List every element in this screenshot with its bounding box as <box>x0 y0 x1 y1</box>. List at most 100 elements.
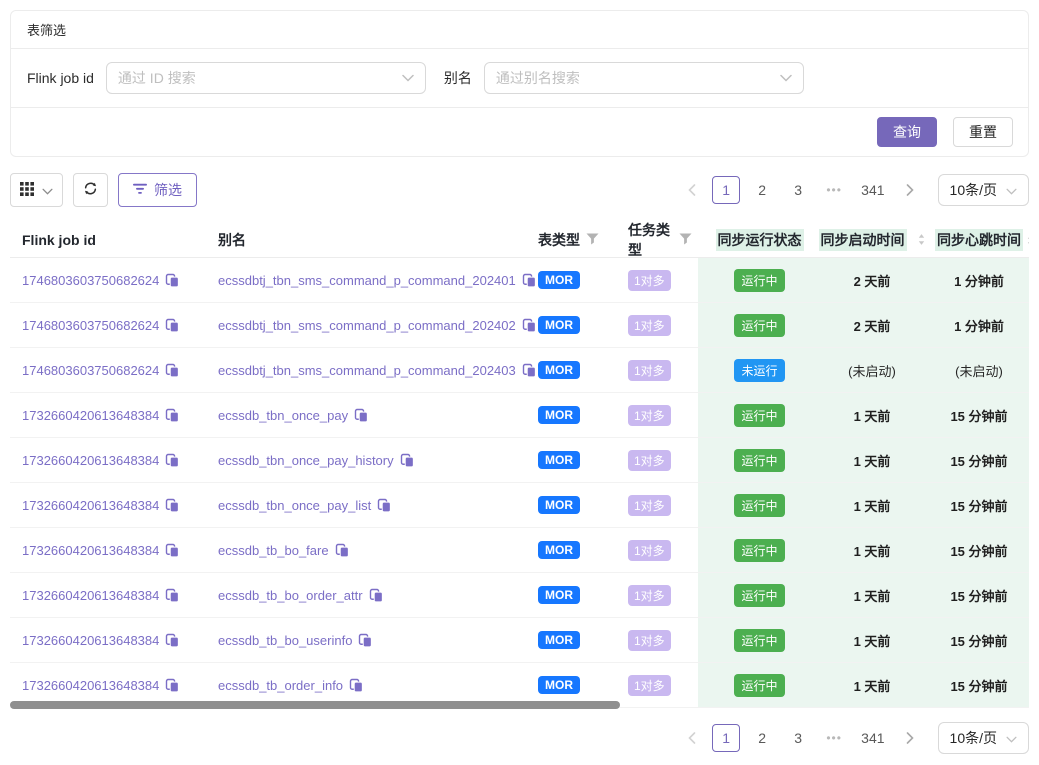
sync-status-cell: 运行中 <box>698 618 815 662</box>
sync-status-cell: 运行中 <box>698 663 815 707</box>
copy-icon[interactable] <box>165 363 180 378</box>
copy-icon[interactable] <box>165 273 180 288</box>
copy-icon[interactable] <box>358 633 373 648</box>
start-time-value: 1 天前 <box>853 453 891 469</box>
page-button-1[interactable]: 1 <box>712 724 741 752</box>
page-button-3[interactable]: 3 <box>794 182 803 198</box>
alias-input[interactable] <box>495 70 780 86</box>
flink-job-id-link[interactable]: 1746803603750682624 <box>22 272 160 288</box>
page-button-2[interactable]: 2 <box>758 730 767 746</box>
flink-job-id-link[interactable]: 1732660420613648384 <box>22 677 160 693</box>
query-button[interactable]: 查询 <box>877 117 937 147</box>
copy-icon[interactable] <box>349 678 364 693</box>
flink-job-id-link[interactable]: 1732660420613648384 <box>22 632 160 648</box>
next-page-icon[interactable] <box>898 724 922 752</box>
copy-icon[interactable] <box>377 498 392 513</box>
flink-job-id-link[interactable]: 1732660420613648384 <box>22 407 160 423</box>
alias-link[interactable]: ecssdb_tbn_once_pay <box>218 407 349 423</box>
page-button-2[interactable]: 2 <box>758 182 767 198</box>
flink-job-id-link[interactable]: 1732660420613648384 <box>22 497 160 513</box>
prev-page-icon[interactable] <box>680 724 704 752</box>
page-button-last[interactable]: 341 <box>861 730 885 746</box>
alias-select[interactable] <box>483 62 804 94</box>
flink-job-id-link[interactable]: 1746803603750682624 <box>22 317 160 333</box>
copy-icon[interactable] <box>165 543 180 558</box>
status-badge: 运行中 <box>734 538 785 562</box>
alias-link[interactable]: ecssdb_tbn_once_pay_history <box>218 452 394 468</box>
copy-icon[interactable] <box>522 318 537 333</box>
copy-icon[interactable] <box>165 678 180 693</box>
sync-start-time-cell: 1 天前 <box>815 438 923 482</box>
copy-icon[interactable] <box>400 453 415 468</box>
copy-icon[interactable] <box>522 363 537 378</box>
status-badge: 运行中 <box>734 268 785 292</box>
funnel-filter-icon[interactable] <box>679 232 692 248</box>
reset-button[interactable]: 重置 <box>953 117 1013 147</box>
page-button-1[interactable]: 1 <box>712 176 741 204</box>
flink-job-id-cell: 1746803603750682624 <box>10 303 206 347</box>
start-time-value: 1 天前 <box>853 678 891 694</box>
table-toolbar: 筛选 1 2 3 ••• 341 10条/页 <box>10 172 1029 208</box>
alias-link[interactable]: ecssdb_tb_bo_userinfo <box>218 632 353 648</box>
table-type-badge: MOR <box>538 631 580 649</box>
next-page-icon[interactable] <box>898 176 922 204</box>
flink-job-id-input[interactable] <box>117 70 402 86</box>
prev-page-icon[interactable] <box>680 176 704 204</box>
start-time-value: 1 天前 <box>853 588 891 604</box>
start-time-value: 1 天前 <box>853 498 891 514</box>
flink-job-id-link[interactable]: 1732660420613648384 <box>22 542 160 558</box>
page-button-3[interactable]: 3 <box>794 730 803 746</box>
sync-heartbeat-time-cell: 15 分钟前 <box>923 663 1029 707</box>
copy-icon[interactable] <box>354 408 369 423</box>
copy-icon[interactable] <box>165 498 180 513</box>
filter-lines-icon <box>133 182 147 198</box>
page-ellipsis[interactable]: ••• <box>826 731 842 745</box>
alias-link[interactable]: ecssdbtj_tbn_sms_command_p_command_20240… <box>218 272 516 288</box>
alias-link[interactable]: ecssdb_tb_order_info <box>218 677 344 693</box>
funnel-filter-icon[interactable] <box>586 232 599 248</box>
table-type-badge: MOR <box>538 541 580 559</box>
flink-job-id-link[interactable]: 1732660420613648384 <box>22 587 160 603</box>
alias-link[interactable]: ecssdbtj_tbn_sms_command_p_command_20240… <box>218 362 516 378</box>
copy-icon[interactable] <box>165 588 180 603</box>
table-row: 1746803603750682624 ecssdbtj_tbn_sms_com… <box>10 348 1029 393</box>
chevron-down-icon <box>780 69 792 87</box>
copy-icon[interactable] <box>165 318 180 333</box>
flink-job-id-link[interactable]: 1732660420613648384 <box>22 452 160 468</box>
sync-start-time-cell: 1 天前 <box>815 573 923 617</box>
task-type-badge: 1对多 <box>628 539 671 561</box>
page-size-select[interactable]: 10条/页 <box>937 722 1029 754</box>
copy-icon[interactable] <box>335 543 350 558</box>
copy-icon[interactable] <box>369 588 384 603</box>
sync-start-time-cell: 2 天前 <box>815 258 923 302</box>
density-dropdown-button[interactable] <box>10 173 63 207</box>
refresh-button[interactable] <box>73 173 108 207</box>
table-type-badge: MOR <box>538 361 580 379</box>
copy-icon[interactable] <box>165 408 180 423</box>
flink-job-id-select[interactable] <box>105 62 426 94</box>
filter-toggle-button[interactable]: 筛选 <box>118 173 197 207</box>
sync-heartbeat-time-cell: (未启动) <box>923 348 1029 392</box>
copy-icon[interactable] <box>165 453 180 468</box>
heartbeat-time-value: 15 分钟前 <box>950 678 1008 694</box>
alias-link[interactable]: ecssdb_tbn_once_pay_list <box>218 497 372 513</box>
sorter-icon[interactable] <box>917 233 926 246</box>
page-ellipsis[interactable]: ••• <box>826 183 842 197</box>
header-alias: 别名 <box>218 231 246 248</box>
task-type-badge: 1对多 <box>628 314 671 336</box>
horizontal-scrollbar-thumb[interactable] <box>10 701 620 709</box>
filter-actions: 查询 重置 <box>11 108 1028 156</box>
flink-job-id-link[interactable]: 1746803603750682624 <box>22 362 160 378</box>
copy-icon[interactable] <box>522 273 537 288</box>
sync-status-cell: 未运行 <box>698 348 815 392</box>
alias-link[interactable]: ecssdbtj_tbn_sms_command_p_command_20240… <box>218 317 516 333</box>
copy-icon[interactable] <box>165 633 180 648</box>
alias-link[interactable]: ecssdb_tb_bo_fare <box>218 542 329 558</box>
sync-start-time-cell: 1 天前 <box>815 663 923 707</box>
page-size-select[interactable]: 10条/页 <box>937 174 1029 206</box>
page-button-last[interactable]: 341 <box>861 182 885 198</box>
table-type-cell: MOR <box>526 573 616 617</box>
flink-job-id-cell: 1746803603750682624 <box>10 348 206 392</box>
alias-link[interactable]: ecssdb_tb_bo_order_attr <box>218 587 363 603</box>
sorter-icon[interactable] <box>1026 234 1029 247</box>
